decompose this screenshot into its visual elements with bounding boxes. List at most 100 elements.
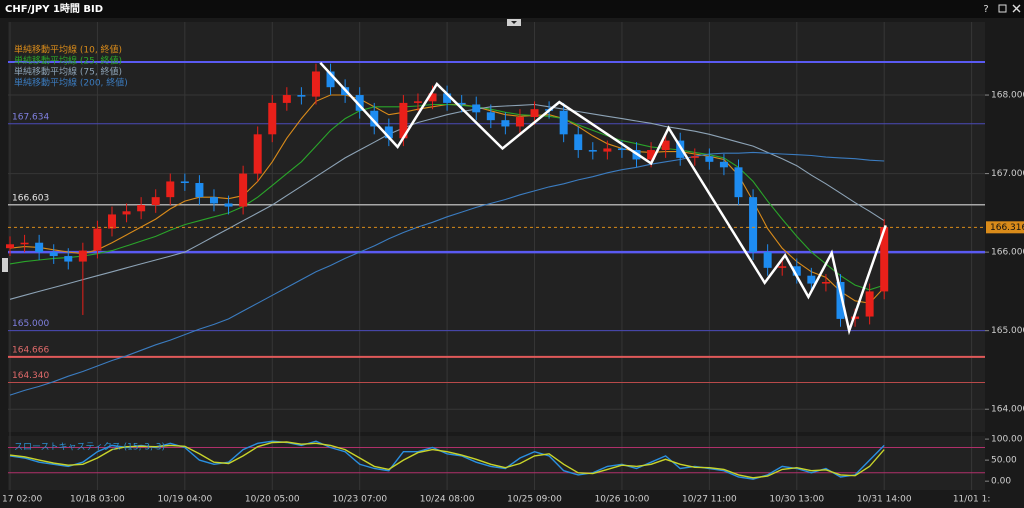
candle-body	[778, 266, 787, 268]
x-tick-label: 11/01 1:	[953, 495, 991, 505]
y-tick-label: 164.000	[991, 405, 1024, 415]
x-tick-label: 10/30 13:00	[769, 495, 824, 505]
candle-body	[836, 281, 845, 319]
y-tick-label: 166.000	[991, 248, 1024, 258]
candle-body	[20, 242, 29, 245]
candle-body	[472, 104, 481, 113]
level-label: 164.340	[12, 371, 49, 381]
candle-body	[268, 102, 277, 135]
candle-body	[282, 95, 291, 103]
candle-body	[35, 242, 44, 253]
current-price-box	[986, 221, 1024, 234]
oscillator-line	[9, 440, 885, 480]
candle-body	[93, 228, 102, 251]
candle-body	[851, 316, 860, 319]
candle-body	[443, 93, 452, 103]
candle-body	[64, 256, 73, 262]
x-tick-label: 10/27 11:00	[682, 495, 737, 505]
candle-body	[355, 95, 364, 111]
candle-body	[661, 140, 670, 151]
y-tick-label: 100.00	[991, 435, 1023, 445]
candle-body	[137, 205, 146, 212]
candle-body	[384, 126, 393, 139]
y-tick-label: 168.000	[991, 91, 1024, 101]
legend-entry: 単純移動平均線 (25, 終値)	[14, 55, 122, 67]
candle-body	[603, 148, 612, 152]
moving-average-line	[9, 151, 885, 396]
trend-drawing	[319, 61, 887, 336]
candle-body	[151, 197, 160, 206]
x-tick-label: 10/19 04:00	[157, 495, 212, 505]
candle-body	[792, 266, 801, 276]
candle-body	[122, 211, 131, 215]
x-tick-label: 10/31 14:00	[857, 495, 912, 505]
x-tick-label: 10/20 05:00	[245, 495, 300, 505]
candle-body	[617, 148, 626, 151]
candle-body	[370, 110, 379, 127]
x-tick-label: 10/25 09:00	[507, 495, 562, 505]
oscillator-title: スローストキャスティクス (15, 3, 3)	[14, 442, 165, 453]
candle-body	[239, 173, 248, 207]
candle-body	[734, 167, 743, 198]
current-price-label: 166.316	[990, 223, 1024, 233]
level-label: 167.634	[12, 112, 49, 122]
close-button[interactable]	[1012, 4, 1021, 13]
help-button[interactable]: ?	[983, 4, 988, 15]
candle-body	[690, 156, 699, 158]
collapse-icon	[511, 21, 517, 24]
maximize-button[interactable]	[998, 4, 1007, 13]
plot-layer: 17 02:00 10/18 03:00 10/19 04:00 10/20 05:0…	[2, 22, 1024, 505]
candle-body	[166, 181, 175, 198]
candle-body	[676, 140, 685, 158]
y-tick-label: 50.00	[991, 456, 1017, 466]
candle-body	[749, 197, 758, 253]
x-tick-label: 10/23 07:00	[332, 495, 387, 505]
legend-entry: 単純移動平均線 (75, 終値)	[14, 66, 122, 78]
candle-body	[647, 150, 656, 160]
candle-body	[49, 252, 58, 257]
candle-body	[457, 102, 466, 105]
level-label: 165.000	[12, 319, 49, 329]
y-tick-label: 167.000	[991, 169, 1024, 179]
candle-body	[705, 156, 714, 162]
oscillator-line	[9, 441, 885, 479]
candle-body	[326, 71, 335, 88]
candle-body	[107, 214, 116, 229]
candle-body	[6, 244, 14, 249]
candle-body	[428, 93, 437, 102]
candle-body	[574, 134, 583, 151]
level-label: 164.666	[12, 345, 49, 355]
candle-body	[486, 112, 495, 121]
y-tick-label: 0.00	[991, 477, 1011, 487]
candle-body	[530, 109, 539, 118]
side-tab[interactable]	[2, 258, 8, 272]
candle-body	[588, 150, 597, 152]
candle-body	[501, 120, 510, 127]
candle-body	[821, 281, 830, 284]
moving-average-line	[9, 103, 885, 300]
candle-body	[807, 275, 816, 284]
candle-body	[209, 197, 218, 204]
candle-body	[253, 134, 262, 174]
candle-body	[224, 203, 233, 207]
candle-body	[719, 161, 728, 168]
candle-body	[78, 250, 87, 262]
candle-body	[311, 71, 320, 97]
x-tick-label: 10/26 10:00	[595, 495, 650, 505]
candle-body	[763, 252, 772, 268]
candle-body	[180, 181, 189, 184]
title-bar	[0, 0, 1024, 18]
candle-body	[880, 227, 889, 292]
window-title: CHF/JPY 1時間 BID	[5, 2, 103, 15]
candle-body	[559, 110, 568, 135]
candle-body	[297, 95, 306, 97]
candle-body	[413, 101, 422, 103]
legend-entry: 単純移動平均線 (200, 終値)	[14, 77, 128, 89]
candle-body	[865, 291, 874, 317]
legend-entry: 単純移動平均線 (10, 終値)	[14, 44, 122, 56]
level-label: 166.603	[12, 193, 49, 203]
y-tick-label: 165.000	[991, 326, 1024, 336]
x-tick-label: 10/24 08:00	[420, 495, 475, 505]
